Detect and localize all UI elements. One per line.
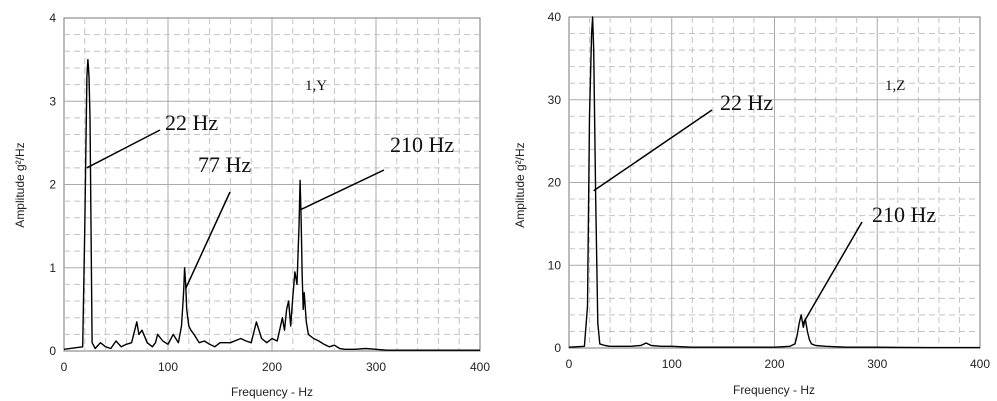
x-tick-label: 0 bbox=[61, 360, 68, 374]
grid-z bbox=[569, 17, 980, 348]
y-tick-label: 4 bbox=[49, 11, 56, 25]
x-tick-label: 300 bbox=[366, 360, 386, 374]
y-tick-label: 10 bbox=[548, 258, 562, 272]
y-tick-label: 2 bbox=[49, 178, 56, 192]
panel-tag-y: 1,Y bbox=[305, 78, 327, 94]
spectrum-line bbox=[568, 16, 980, 349]
x-axis-label-y: Frequency - Hz bbox=[231, 385, 313, 399]
annotations-z: 22 Hz 210 Hz bbox=[593, 90, 936, 324]
panel-tag-z: 1,Z bbox=[885, 78, 905, 94]
annotation-label: 22 Hz bbox=[165, 110, 218, 135]
x-axis-label-z: Frequency - Hz bbox=[733, 383, 815, 397]
annotation-leader bbox=[86, 129, 161, 169]
x-tick-label: 300 bbox=[867, 357, 887, 371]
ticks-z: 0 100 200 300 400 0 10 20 30 40 bbox=[548, 10, 991, 371]
annotation-leader bbox=[300, 169, 385, 211]
x-tick-label: 100 bbox=[662, 357, 682, 371]
y-tick-label: 0 bbox=[49, 344, 56, 358]
x-tick-label: 400 bbox=[970, 357, 990, 371]
series-y bbox=[63, 58, 480, 351]
spectrum-line bbox=[63, 58, 480, 351]
grid-y bbox=[64, 18, 480, 351]
annotation-leader bbox=[802, 221, 863, 324]
x-tick-label: 0 bbox=[566, 357, 573, 371]
annotation-label: 210 Hz bbox=[390, 132, 454, 157]
x-tick-label: 200 bbox=[262, 360, 282, 374]
annotation-label: 77 Hz bbox=[198, 152, 251, 177]
annotation-leader bbox=[593, 109, 713, 192]
y-tick-label: 0 bbox=[554, 341, 561, 355]
y-tick-label: 30 bbox=[548, 93, 562, 107]
y-tick-label: 40 bbox=[548, 10, 562, 24]
x-tick-label: 100 bbox=[158, 360, 178, 374]
y-tick-label: 1 bbox=[49, 261, 56, 275]
y-tick-label: 20 bbox=[548, 176, 562, 190]
series-z bbox=[568, 16, 980, 349]
x-tick-label: 400 bbox=[470, 360, 490, 374]
y-axis-label-z: Amplitude g²/Hz bbox=[513, 142, 527, 227]
x-tick-label: 200 bbox=[764, 357, 784, 371]
panel-z: 0 100 200 300 400 0 10 20 30 40 22 Hz 210 Hz 1,Z F… bbox=[513, 10, 990, 397]
ticks-y: 0 100 200 300 400 0 1 2 3 4 bbox=[49, 11, 490, 374]
annotations-y: 22 Hz 77 Hz 210 Hz bbox=[86, 110, 454, 289]
y-tick-label: 3 bbox=[49, 94, 56, 108]
annotation-label: 210 Hz bbox=[872, 202, 936, 227]
y-axis-label-y: Amplitude g²/Hz bbox=[13, 142, 27, 227]
annotation-leader bbox=[184, 191, 231, 289]
annotation-label: 22 Hz bbox=[720, 90, 773, 115]
